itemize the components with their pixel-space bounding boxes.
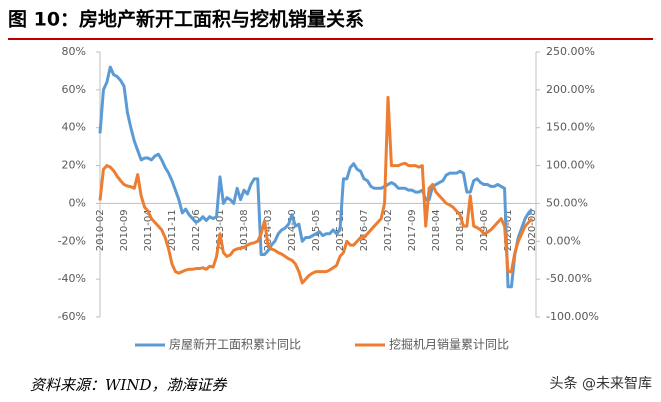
y-tick-label: -40% (58, 272, 86, 285)
x-tick-label: 2017-02 (383, 209, 394, 251)
y2-tick-label: 150.00% (546, 121, 595, 134)
x-tick-label: 2012-06 (191, 209, 202, 251)
y-tick-label: 0% (69, 196, 86, 209)
x-tick-label: 2010-02 (95, 209, 106, 251)
source-note: 资料来源：WIND，渤海证券 (30, 376, 227, 394)
x-tick-label: 2017-09 (407, 209, 418, 251)
series-line (98, 65, 534, 289)
legend-label: 挖掘机月销量累计同比 (389, 337, 509, 352)
y-tick-label: -60% (58, 310, 86, 323)
y-tick-label: 20% (62, 159, 86, 172)
y2-tick-label: -100.00% (546, 310, 599, 323)
x-tick-label: 2018-04 (431, 209, 442, 251)
x-tick-label: 2019-06 (479, 209, 490, 251)
series-line (98, 95, 534, 285)
x-tick-label: 2014-10 (287, 209, 298, 251)
y2-tick-label: 250.00% (546, 45, 595, 58)
x-tick-label: 2015-05 (311, 209, 322, 251)
x-tick-label: 2011-04 (143, 209, 154, 251)
watermark: 头条 @未来智库 (550, 375, 652, 392)
y-tick-label: -20% (58, 234, 86, 247)
x-tick-label: 2010-09 (119, 209, 130, 251)
x-tick-label: 2020-01 (503, 209, 514, 251)
y2-tick-label: 0.00% (546, 234, 581, 247)
x-tick-label: 2013-01 (215, 209, 226, 251)
y2-tick-label: 50.00% (546, 196, 588, 209)
y-tick-label: 60% (62, 83, 86, 96)
x-tick-label: 2018-11 (455, 209, 466, 251)
x-tick-label: 2011-11 (167, 209, 178, 251)
x-tick-label: 2020-08 (527, 209, 538, 251)
y-tick-label: 80% (62, 45, 86, 58)
y2-tick-label: -50.00% (546, 272, 592, 285)
y2-tick-label: 100.00% (546, 159, 595, 172)
x-tick-label: 2014-03 (263, 209, 274, 251)
chart-title: 图 10：房地产新开工面积与挖机销量关系 (8, 8, 364, 31)
x-tick-label: 2016-07 (359, 209, 370, 251)
legend-label: 房屋新开工面积累计同比 (169, 337, 301, 352)
x-tick-label: 2013-08 (239, 209, 250, 251)
y2-tick-label: 200.00% (546, 83, 595, 96)
y-tick-label: 40% (62, 121, 86, 134)
